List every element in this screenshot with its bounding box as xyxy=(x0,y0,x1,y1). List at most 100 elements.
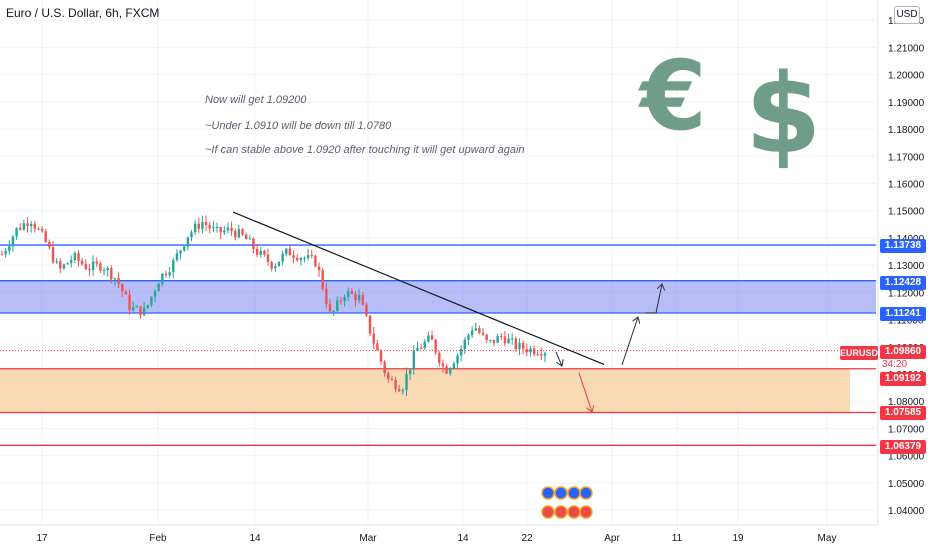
candle-body xyxy=(197,223,200,229)
horizontal-levels xyxy=(0,244,876,446)
candle-body xyxy=(339,300,343,302)
price-tick-label: 1.12000 xyxy=(888,288,925,299)
trendline xyxy=(232,211,605,366)
candle-body xyxy=(365,304,368,316)
candle-body xyxy=(485,334,488,341)
candle-body xyxy=(19,227,22,230)
candle-body xyxy=(314,255,317,267)
candle-body xyxy=(270,261,273,269)
candle-body xyxy=(489,339,492,341)
candle-body xyxy=(204,221,208,226)
candle-body xyxy=(212,227,215,229)
candle-body xyxy=(383,361,386,374)
candle-body xyxy=(347,290,350,298)
level-tag-1: 1.13738 xyxy=(880,239,926,253)
candle-body xyxy=(441,363,445,367)
candle-body xyxy=(317,266,321,271)
candle-body xyxy=(22,223,26,230)
candle-body xyxy=(117,278,120,285)
candle-body xyxy=(80,260,84,265)
candle-body xyxy=(102,270,106,272)
candle-body xyxy=(357,294,361,301)
candle-body xyxy=(343,297,346,302)
candle-body xyxy=(518,342,521,350)
candle-body xyxy=(121,284,124,292)
price-tick-label: 1.18000 xyxy=(888,125,925,136)
candle-body xyxy=(496,336,499,343)
candle-body xyxy=(412,351,416,370)
candle-body xyxy=(77,253,80,261)
price-tick-label: 1.19000 xyxy=(888,98,925,109)
candle-body xyxy=(33,223,36,229)
candle-body xyxy=(70,260,73,264)
price-tick-label: 1.11000 xyxy=(888,316,924,327)
eu-flag-icon xyxy=(554,486,568,500)
candle-body xyxy=(55,261,58,263)
candle-body xyxy=(419,347,423,349)
candle-body xyxy=(8,246,11,251)
symbol-label: EURUSD xyxy=(840,346,879,360)
candle-body xyxy=(434,339,437,353)
candle-body xyxy=(255,248,259,255)
candle-body xyxy=(310,255,313,257)
candle-body xyxy=(467,335,470,340)
dollar-icon: $ xyxy=(745,50,822,178)
eu-flag-icon xyxy=(579,486,593,500)
candle-body xyxy=(306,255,310,258)
candle-body xyxy=(237,229,241,238)
candle-body xyxy=(106,267,109,271)
candle-body xyxy=(208,225,211,229)
candle-body xyxy=(95,261,98,264)
candle-body xyxy=(263,250,266,255)
time-tick-label: 14 xyxy=(249,533,261,544)
candle-body xyxy=(354,293,357,301)
candle-body xyxy=(59,261,62,269)
candle-body xyxy=(445,366,448,374)
candle-body xyxy=(543,353,547,356)
candle-body xyxy=(186,237,190,247)
candle-body xyxy=(274,266,277,269)
us-flag-icon xyxy=(554,505,568,519)
candle-body xyxy=(303,257,306,259)
candle-body xyxy=(423,341,426,348)
candle-body xyxy=(288,248,292,256)
candle-body xyxy=(175,253,179,261)
candle-body xyxy=(325,288,328,305)
candle-body xyxy=(193,223,197,233)
candle-body xyxy=(157,283,160,292)
currency-button[interactable]: USD xyxy=(894,6,920,24)
candle-body xyxy=(379,350,383,362)
arrow-target-down xyxy=(578,372,592,412)
candle-body xyxy=(37,228,40,230)
candle-body xyxy=(161,273,164,284)
candle-body xyxy=(190,232,193,238)
note-3: ~If can stable above 1.0920 after touchi… xyxy=(205,144,525,156)
candle-body xyxy=(11,236,15,247)
candle-body xyxy=(66,263,69,265)
candle-body xyxy=(540,354,543,356)
candle-body xyxy=(51,247,55,263)
chart-title: Euro / U.S. Dollar, 6h, FXCM xyxy=(6,6,160,20)
candle-body xyxy=(529,348,532,353)
time-axis: 17 Feb 14 Mar 14 22 Apr 11 19 May xyxy=(0,524,878,544)
candle-body xyxy=(48,241,51,248)
candle-body xyxy=(525,348,528,353)
candle-body xyxy=(299,258,303,261)
candle-body xyxy=(350,290,354,294)
candle-body xyxy=(234,230,237,238)
candle-body xyxy=(99,263,102,271)
candle-body xyxy=(536,354,539,356)
time-tick-label: 11 xyxy=(672,533,683,544)
candle-body xyxy=(408,369,412,374)
candle-body xyxy=(459,348,463,356)
candle-body xyxy=(226,227,230,231)
candle-body xyxy=(427,335,430,342)
level-tag-6: 1.06379 xyxy=(880,440,926,454)
candle-body xyxy=(29,223,33,227)
eu-flag-icon xyxy=(567,486,581,500)
candle-body xyxy=(219,227,222,233)
us-flag-icon xyxy=(567,505,581,519)
candle-body xyxy=(474,328,477,331)
event-flags xyxy=(541,486,593,519)
